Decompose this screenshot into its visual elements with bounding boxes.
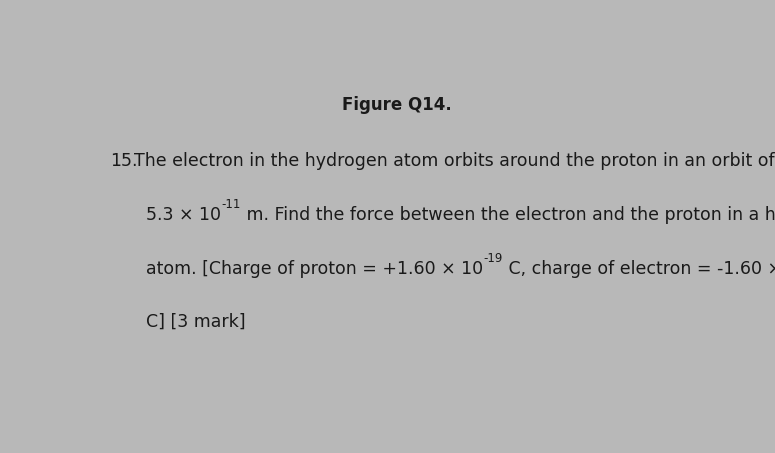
Text: The electron in the hydrogen atom orbits around the proton in an orbit of radius: The electron in the hydrogen atom orbits… [134,152,775,170]
Text: C, charge of electron = -1.60 × 10: C, charge of electron = -1.60 × 10 [503,260,775,278]
Text: Figure Q14.: Figure Q14. [343,96,452,114]
Text: atom. [Charge of proton = +1.60 × 10: atom. [Charge of proton = +1.60 × 10 [146,260,484,278]
Text: 15.: 15. [110,152,138,170]
Text: m. Find the force between the electron and the proton in a hydrogen: m. Find the force between the electron a… [240,206,775,224]
Text: -19: -19 [484,252,503,265]
Text: 5.3 × 10: 5.3 × 10 [146,206,221,224]
Text: C] [3 mark]: C] [3 mark] [146,313,246,331]
Text: -11: -11 [221,198,240,211]
